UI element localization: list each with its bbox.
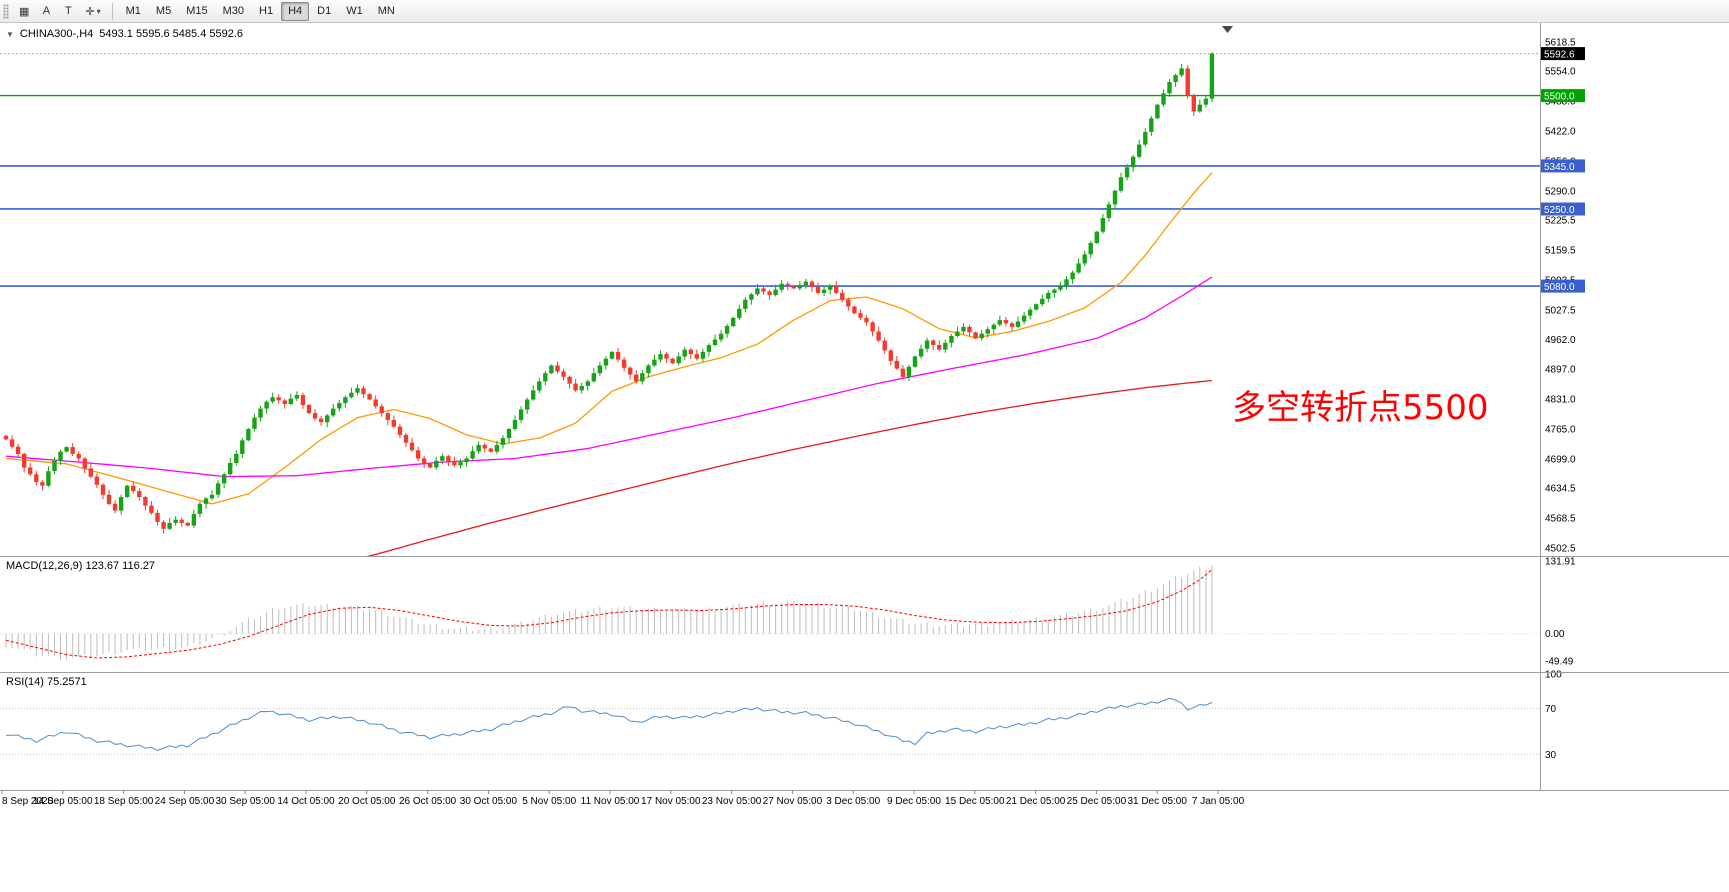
- candles: [3, 52, 1215, 534]
- timeframe-m15-button[interactable]: M15: [186, 5, 208, 17]
- svg-text:5618.5: 5618.5: [1545, 37, 1576, 48]
- svg-text:5080.0: 5080.0: [1544, 282, 1575, 293]
- toolbar-drag-handle[interactable]: [3, 3, 9, 19]
- rsi-indicator-label: RSI(14) 75.2571: [6, 676, 87, 688]
- time-label: 25 Dec 05:00: [1067, 796, 1127, 807]
- level-price-badge: [1541, 279, 1585, 293]
- svg-text:5422.0: 5422.0: [1545, 127, 1576, 138]
- rsi-name: RSI(14): [6, 676, 44, 688]
- level-price-badge: [1541, 202, 1585, 216]
- crosshair-icon: ✛: [85, 5, 95, 18]
- price-scale: 5618.55554.05488.05422.05356.05290.05225…: [1541, 37, 1585, 555]
- time-label: 14 Sep 05:00: [33, 796, 93, 807]
- timeframe-mn-button[interactable]: MN: [377, 5, 395, 17]
- svg-text:5592.6: 5592.6: [1544, 50, 1575, 61]
- time-label: 18 Sep 05:00: [94, 796, 154, 807]
- rsi-line: [5, 697, 1213, 751]
- svg-text:5250.0: 5250.0: [1544, 205, 1575, 216]
- chart-grid-icon[interactable]: ▦: [19, 5, 30, 18]
- time-label: 30 Sep 05:00: [215, 796, 275, 807]
- svg-text:30: 30: [1545, 750, 1557, 761]
- time-label: 20 Oct 05:00: [338, 796, 396, 807]
- svg-text:100: 100: [1545, 670, 1562, 681]
- rsi-pane: 100 70 30: [0, 670, 1562, 761]
- timeframe-w1-button[interactable]: W1: [346, 5, 363, 17]
- svg-text:5345.0: 5345.0: [1544, 162, 1575, 173]
- pane-separators: [0, 23, 1729, 791]
- svg-text:5027.5: 5027.5: [1545, 305, 1576, 316]
- svg-text:5500.0: 5500.0: [1544, 92, 1575, 103]
- chevron-down-icon: ▾: [96, 6, 101, 16]
- macd-signal-line: [5, 569, 1213, 659]
- timeframe-h4-button[interactable]: H4: [281, 1, 310, 21]
- timeframe-m5-button[interactable]: M5: [155, 5, 172, 17]
- time-label: 11 Nov 05:00: [581, 796, 640, 807]
- toolbar-separator: [111, 2, 113, 20]
- svg-text:4962.0: 4962.0: [1545, 335, 1576, 346]
- time-label: 23 Nov 05:00: [702, 796, 762, 807]
- symbol-info-line: ▼ CHINA300-,H4 5493.1 5595.6 5485.4 5592…: [6, 28, 243, 40]
- svg-text:5554.0: 5554.0: [1545, 67, 1576, 78]
- time-label: 3 Dec 05:00: [826, 796, 880, 807]
- macd-values: 123.67 116.27: [85, 560, 156, 572]
- time-label: 31 Dec 05:00: [1127, 796, 1187, 807]
- ohlc-values: 5493.1 5595.6 5485.4 5592.6: [99, 28, 244, 40]
- time-label: 15 Dec 05:00: [945, 796, 1005, 807]
- toolbar: ▦ A T ✛ ▾ M1 M5 M15 M30 H1 H4 D1 W1 MN: [0, 0, 1729, 23]
- level-price-badge: [1541, 89, 1585, 103]
- moving-averages: [5, 172, 1213, 556]
- svg-text:-49.49: -49.49: [1545, 657, 1574, 668]
- svg-text:4634.5: 4634.5: [1545, 484, 1576, 495]
- symbol-period-label: CHINA300-,H4: [19, 28, 94, 40]
- svg-text:131.91: 131.91: [1545, 557, 1576, 568]
- svg-text:4831.0: 4831.0: [1545, 395, 1576, 406]
- time-label: 17 Nov 05:00: [641, 796, 701, 807]
- timeframe-d1-button[interactable]: D1: [317, 5, 332, 17]
- svg-text:4897.0: 4897.0: [1545, 365, 1576, 376]
- timeframe-m1-button[interactable]: M1: [125, 5, 141, 17]
- current-price-badge: [1541, 47, 1585, 61]
- time-label: 5 Nov 05:00: [522, 796, 576, 807]
- insert-text-a-button[interactable]: A: [42, 5, 51, 17]
- macd-indicator-label: MACD(12,26,9) 123.67 116.27: [6, 560, 155, 572]
- time-label: 7 Jan 05:00: [1192, 796, 1245, 807]
- shapes-dropdown-button[interactable]: ✛ ▾: [80, 2, 105, 21]
- svg-text:4699.0: 4699.0: [1545, 454, 1576, 465]
- timeframe-buttons: M1 M5 M15 M30 H1 H4 D1 W1 MN: [119, 1, 402, 21]
- svg-text:4765.0: 4765.0: [1545, 425, 1576, 436]
- collapse-icon[interactable]: ▼: [6, 29, 14, 39]
- macd-scale: 131.91 0.00 -49.49: [1545, 557, 1576, 668]
- svg-text:5159.5: 5159.5: [1545, 246, 1576, 257]
- time-label: 24 Sep 05:00: [155, 796, 215, 807]
- insert-text-t-button[interactable]: T: [65, 5, 72, 17]
- time-label: 27 Nov 05:00: [763, 796, 823, 807]
- ma-slow-red-line: [366, 379, 1212, 556]
- timeframe-m30-button[interactable]: M30: [222, 5, 245, 17]
- svg-text:4502.5: 4502.5: [1545, 544, 1576, 555]
- rsi-value: 75.2571: [46, 676, 87, 688]
- svg-text:5225.5: 5225.5: [1545, 216, 1576, 227]
- horizontal-level-lines[interactable]: [0, 53, 1540, 287]
- macd-histogram: [0, 565, 1540, 661]
- annotation-text: 多空转折点5500: [1232, 388, 1489, 428]
- macd-name: MACD(12,26,9): [6, 560, 83, 572]
- svg-text:5290.0: 5290.0: [1545, 186, 1576, 197]
- time-label: 30 Oct 05:00: [460, 796, 518, 807]
- svg-text:0.00: 0.00: [1545, 629, 1565, 640]
- time-label: 14 Oct 05:00: [277, 796, 335, 807]
- timeframe-h1-button[interactable]: H1: [259, 5, 274, 17]
- time-label: 21 Dec 05:00: [1006, 796, 1066, 807]
- svg-text:4568.5: 4568.5: [1545, 514, 1576, 525]
- time-label: 8 Sep 2020: [2, 796, 54, 807]
- time-label: 9 Dec 05:00: [887, 796, 941, 807]
- ma-mid-magenta-line: [5, 276, 1213, 478]
- time-label: 26 Oct 05:00: [399, 796, 457, 807]
- ma-fast-orange-line: [5, 172, 1213, 505]
- price-chart-canvas[interactable]: 5618.55554.05488.05422.05356.05290.05225…: [0, 23, 1729, 892]
- chart-shift-marker[interactable]: [1222, 26, 1233, 33]
- level-price-badge: [1541, 159, 1585, 173]
- svg-text:70: 70: [1545, 704, 1557, 715]
